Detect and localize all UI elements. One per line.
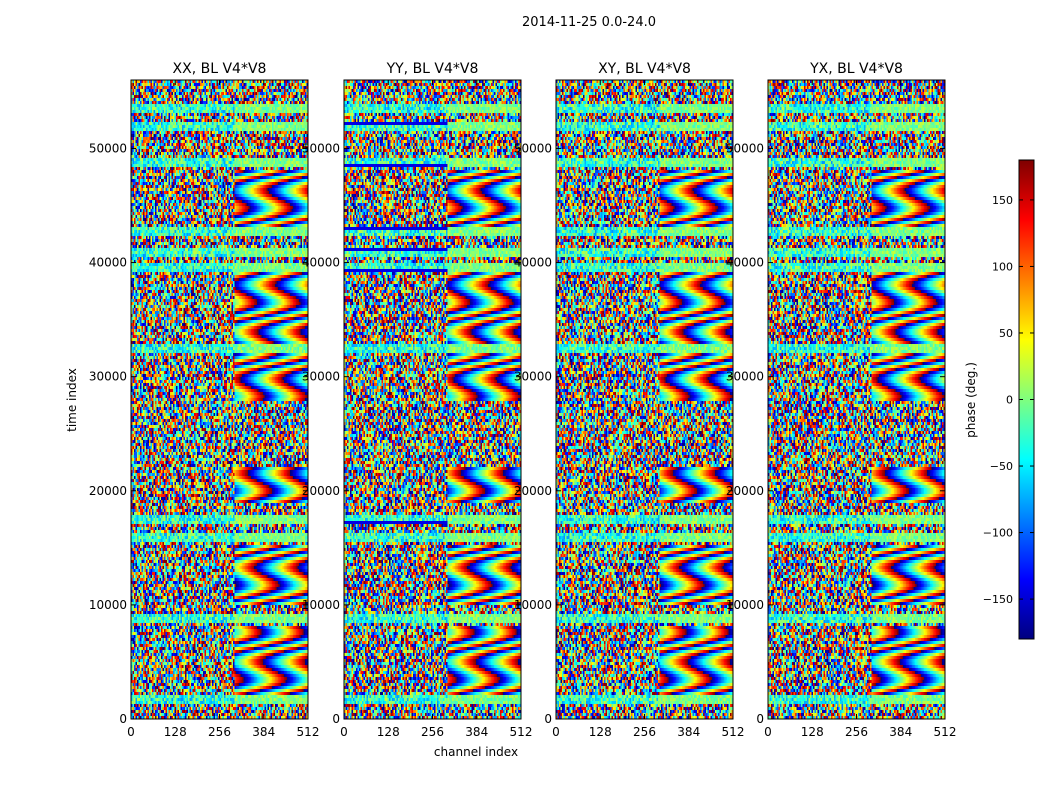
x-tick-label: 384 bbox=[252, 725, 275, 739]
panel-title-3: XY, BL V4*V8 bbox=[598, 61, 691, 77]
y-tick-label: 50000 bbox=[726, 141, 764, 155]
x-axis-label: channel index bbox=[434, 745, 518, 759]
y-tick-label: 10000 bbox=[514, 598, 552, 612]
y-tick-label: 40000 bbox=[302, 256, 340, 270]
panel-3: XY, BL V4*V8 0 128 256 384 512 0 10000 20000 3000… bbox=[514, 61, 745, 739]
x-tick-label: 512 bbox=[297, 725, 320, 739]
x-tick-label: 256 bbox=[633, 725, 656, 739]
panel-4: YX, BL V4*V8 0 128 256 384 512 0 10000 20000 3000… bbox=[726, 61, 957, 739]
colorbar: −150 −100 −50 0 50 100 150 bbox=[983, 159, 1035, 640]
y-tick-label: 50000 bbox=[302, 141, 340, 155]
x-tick-label: 128 bbox=[589, 725, 612, 739]
x-tick-label: 384 bbox=[465, 725, 488, 739]
panel-title-2: YY, BL V4*V8 bbox=[386, 61, 479, 77]
x-tick-label: 0 bbox=[340, 725, 348, 739]
colorbar-tick-label: 0 bbox=[1006, 394, 1013, 407]
phase-image-3 bbox=[556, 80, 733, 719]
figure-suptitle: 2014-11-25 0.0-24.0 bbox=[522, 15, 656, 30]
colorbar-tick-label: −150 bbox=[983, 593, 1013, 606]
x-tick-label: 512 bbox=[934, 725, 957, 739]
y-axis-label: time index bbox=[65, 368, 79, 432]
x-tick-label: 0 bbox=[764, 725, 772, 739]
panel-title-4: YX, BL V4*V8 bbox=[809, 61, 903, 77]
y-tick-label: 10000 bbox=[89, 598, 127, 612]
panel-title-1: XX, BL V4*V8 bbox=[173, 61, 267, 77]
y-tick-label: 50000 bbox=[89, 141, 127, 155]
colorbar-tick-label: 150 bbox=[992, 194, 1013, 207]
panel-2: YY, BL V4*V8 0 128 256 384 512 0 10000 20000 3000… bbox=[302, 61, 533, 739]
panels-group: XX, BL V4*V8 0 128 256 384 512 0 10000 20000 3000… bbox=[89, 61, 957, 739]
y-tick-label: 50000 bbox=[514, 141, 552, 155]
y-tick-label: 30000 bbox=[89, 370, 127, 384]
phase-image-4 bbox=[768, 80, 945, 719]
y-tick-label: 20000 bbox=[302, 484, 340, 498]
y-tick-label: 10000 bbox=[302, 598, 340, 612]
y-tick-label: 0 bbox=[756, 712, 764, 726]
x-tick-label: 128 bbox=[801, 725, 824, 739]
x-tick-label: 128 bbox=[164, 725, 187, 739]
x-tick-label: 256 bbox=[421, 725, 444, 739]
y-tick-label: 10000 bbox=[726, 598, 764, 612]
colorbar-tick-label: −100 bbox=[983, 527, 1013, 540]
y-tick-label: 0 bbox=[332, 712, 340, 726]
x-tick-label: 384 bbox=[889, 725, 912, 739]
x-tick-label: 0 bbox=[552, 725, 560, 739]
phase-image-2 bbox=[344, 80, 521, 719]
y-tick-label: 30000 bbox=[726, 370, 764, 384]
y-tick-label: 20000 bbox=[726, 484, 764, 498]
y-tick-label: 40000 bbox=[514, 256, 552, 270]
x-tick-label: 256 bbox=[208, 725, 231, 739]
y-tick-label: 20000 bbox=[89, 484, 127, 498]
y-tick-label: 40000 bbox=[726, 256, 764, 270]
y-tick-label: 40000 bbox=[89, 256, 127, 270]
colorbar-tick-label: −50 bbox=[990, 460, 1013, 473]
y-tick-label: 30000 bbox=[302, 370, 340, 384]
x-tick-label: 128 bbox=[377, 725, 400, 739]
panel-1: XX, BL V4*V8 0 128 256 384 512 0 10000 20000 3000… bbox=[89, 61, 320, 739]
x-tick-label: 512 bbox=[510, 725, 533, 739]
colorbar-label: phase (deg.) bbox=[964, 362, 978, 438]
y-tick-label: 0 bbox=[119, 712, 127, 726]
x-tick-label: 512 bbox=[722, 725, 745, 739]
x-tick-label: 256 bbox=[845, 725, 868, 739]
y-tick-label: 30000 bbox=[514, 370, 552, 384]
y-tick-label: 0 bbox=[544, 712, 552, 726]
phase-image-1 bbox=[131, 80, 308, 719]
y-tick-label: 20000 bbox=[514, 484, 552, 498]
colorbar-tick-label: 100 bbox=[992, 260, 1013, 273]
x-tick-label: 384 bbox=[677, 725, 700, 739]
x-tick-label: 0 bbox=[127, 725, 135, 739]
colorbar-tick-label: 50 bbox=[999, 327, 1013, 340]
